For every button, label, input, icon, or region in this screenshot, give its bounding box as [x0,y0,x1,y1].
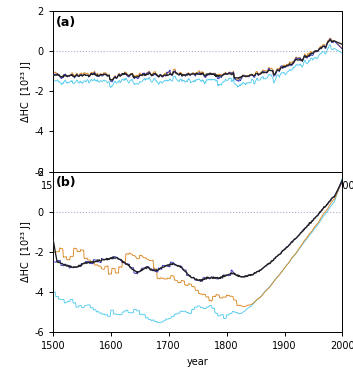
X-axis label: year: year [187,357,209,367]
Text: (b): (b) [56,176,77,189]
Text: (a): (a) [56,16,76,29]
Y-axis label: ΔHC  [10²³ J]: ΔHC [10²³ J] [22,61,31,122]
X-axis label: year: year [187,196,209,206]
Y-axis label: ΔHC  [10²³ J]: ΔHC [10²³ J] [22,221,31,282]
Legend: ANAW VOLSOLGHG, ANAW (VOLSOLGHG-CONTR), DECOMP VOLSOLGHG, Levitus: ANAW VOLSOLGHG, ANAW (VOLSOLGHG-CONTR), … [86,239,309,261]
